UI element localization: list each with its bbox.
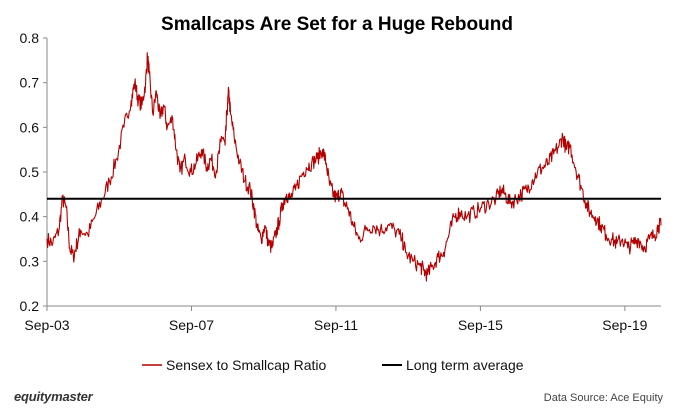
- y-tick-label: 0.8: [20, 30, 40, 46]
- series-line-ratio: [46, 52, 662, 282]
- x-tick-label: Sep-19: [602, 317, 647, 333]
- x-tick-label: Sep-11: [314, 317, 358, 333]
- x-tick-label: Sep-15: [458, 317, 503, 333]
- chart-title: Smallcaps Are Set for a Huge Rebound: [161, 14, 513, 35]
- axes: 0.2 0.3 0.4 0.5 0.6 0.7 0.8 Sep-03 Sep-07 Sep-11 S…: [20, 30, 661, 333]
- y-tick-label: 0.2: [20, 298, 40, 314]
- y-tick-label: 0.3: [20, 253, 40, 269]
- y-tick-label: 0.7: [20, 75, 40, 91]
- y-tick-label: 0.6: [20, 119, 40, 135]
- legend-label-average: Long term average: [406, 357, 524, 373]
- x-tick-label: Sep-03: [24, 317, 69, 333]
- y-tick-label: 0.5: [20, 164, 40, 180]
- legend: Sensex to Smallcap Ratio Long term avera…: [142, 357, 524, 373]
- plot-area: [46, 52, 662, 282]
- y-tick-label: 0.4: [20, 209, 40, 225]
- data-source: Data Source: Ace Equity: [543, 392, 663, 404]
- legend-label-ratio: Sensex to Smallcap Ratio: [166, 357, 327, 373]
- x-tick-label: Sep-07: [169, 317, 214, 333]
- brand-logo: equitymaster: [14, 389, 93, 404]
